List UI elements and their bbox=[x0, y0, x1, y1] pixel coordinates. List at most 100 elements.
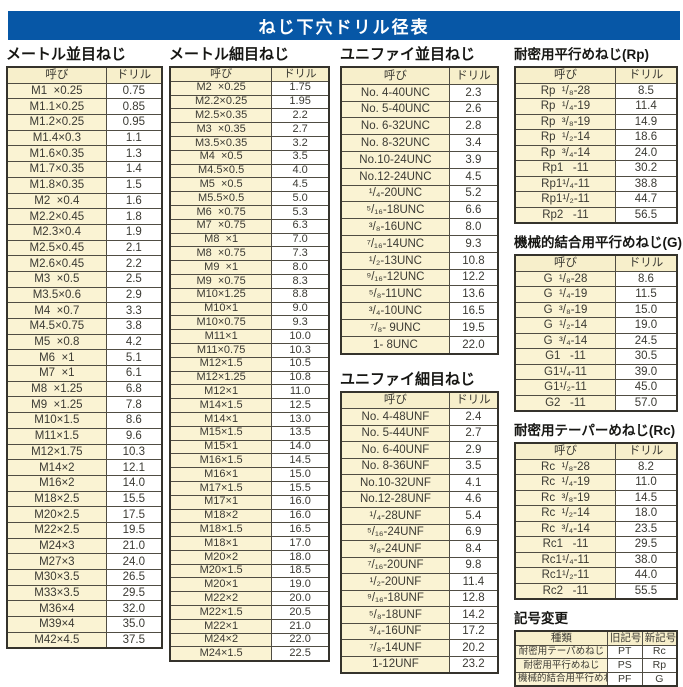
value-cell: 24.0 bbox=[105, 553, 163, 570]
unified-coarse-table: 呼び ドリル No. 4-40UNC 2.3 No. 5-40UNC 2.6 No. 6-3… bbox=[340, 66, 499, 355]
name-cell: Rc ¹/₂-14 bbox=[514, 505, 616, 522]
name-cell: M39×4 bbox=[6, 616, 107, 633]
name-cell: Rc ³/₄-14 bbox=[514, 520, 616, 537]
name-cell: 耐密用テーパめねじ bbox=[514, 644, 608, 660]
table-row: M7 ×1 6.1 bbox=[6, 365, 163, 382]
value-cell: 2.2 bbox=[105, 255, 163, 272]
name-cell: ⁷/₁₆-14UNC bbox=[340, 234, 450, 253]
table-row: M9 ×1.25 7.8 bbox=[6, 396, 163, 414]
name-cell: ¹/₂-13UNC bbox=[340, 251, 450, 270]
name-cell: Rp1¹/₄-11 bbox=[514, 175, 616, 192]
value-cell: 2.9 bbox=[105, 286, 163, 304]
name-cell: M10×1 bbox=[169, 301, 273, 317]
table-row: ⁷/₈- 9UNC 19.5 bbox=[340, 318, 499, 337]
name-cell: M8 ×1.25 bbox=[6, 380, 107, 398]
table-row: M18×2.5 15.5 bbox=[6, 490, 163, 508]
column-header: ドリル bbox=[614, 442, 678, 460]
table-row: ¹/₂-13UNC 10.8 bbox=[340, 251, 499, 270]
table-row: Rc1 -11 29.5 bbox=[514, 536, 678, 553]
value-cell: 6.6 bbox=[448, 201, 499, 220]
name-cell: M27×3 bbox=[6, 553, 107, 570]
table-row: Rc ¹/₈-28 8.2 bbox=[514, 458, 678, 475]
name-cell: Rc ³/₈-19 bbox=[514, 489, 616, 506]
value-cell: 19.0 bbox=[271, 577, 330, 593]
value-cell: G bbox=[641, 671, 678, 687]
table-row: M16×2 14.0 bbox=[6, 474, 163, 492]
table-row: M14×1 13.0 bbox=[169, 411, 330, 427]
table-row: M11×0.75 10.3 bbox=[169, 342, 330, 358]
value-cell: 5.3 bbox=[271, 204, 330, 220]
table-row: M11×1 10.0 bbox=[169, 329, 330, 344]
value-cell: 55.5 bbox=[614, 582, 678, 600]
name-cell: M5 ×0.5 bbox=[169, 177, 273, 193]
table-row: No. 4-48UNF 2.4 bbox=[340, 408, 499, 426]
section-title-symbol-change: 記号変更 bbox=[514, 611, 568, 626]
name-cell: M14×2 bbox=[6, 459, 107, 476]
value-cell: 14.9 bbox=[614, 113, 678, 130]
name-cell: M12×1.5 bbox=[169, 356, 273, 372]
table-row: Rp ¹/₂-14 18.6 bbox=[514, 129, 678, 146]
table-row: ⁵/₁₆-24UNF 6.9 bbox=[340, 523, 499, 542]
value-cell: 14.0 bbox=[271, 439, 330, 455]
table-row: M10×1 9.0 bbox=[169, 301, 330, 317]
value-cell: 24.5 bbox=[614, 332, 678, 349]
name-cell: M2.2×0.45 bbox=[6, 208, 107, 225]
name-cell: No. 6-40UNF bbox=[340, 441, 450, 459]
name-cell: Rp ³/₄-14 bbox=[514, 144, 616, 161]
name-cell: 1-12UNF bbox=[340, 655, 450, 674]
name-cell: M6 ×0.75 bbox=[169, 204, 273, 220]
table-row: M2.5×0.45 2.1 bbox=[6, 239, 163, 257]
name-cell: No. 5-44UNF bbox=[340, 424, 450, 443]
name-cell: M42×4.5 bbox=[6, 631, 107, 649]
header-row: 呼び ドリル bbox=[6, 66, 163, 84]
name-cell: ³/₄-10UNC bbox=[340, 302, 450, 320]
name-cell: M2 ×0.4 bbox=[6, 192, 107, 210]
name-cell: M18×2.5 bbox=[6, 490, 107, 508]
table-row: No.10-32UNF 4.1 bbox=[340, 474, 499, 492]
column-header: 旧記号 bbox=[606, 630, 643, 646]
table-row: M4 ×0.5 3.5 bbox=[169, 149, 330, 165]
table-row: Rc ³/₈-19 14.5 bbox=[514, 489, 678, 506]
name-cell: G1¹/₄-11 bbox=[514, 363, 616, 380]
name-cell: G ¹/₈-28 bbox=[514, 270, 616, 287]
column-header: ドリル bbox=[614, 66, 678, 84]
table-row: M17×1 16.0 bbox=[169, 494, 330, 510]
table-row: No.10-24UNC 3.9 bbox=[340, 150, 499, 169]
value-cell: 10.5 bbox=[271, 356, 330, 372]
table-row: Rp1¹/₂-11 44.7 bbox=[514, 191, 678, 208]
value-cell: 22.0 bbox=[448, 335, 499, 355]
name-cell: M2.5×0.35 bbox=[169, 108, 273, 124]
table-row: M16×1.5 14.5 bbox=[169, 453, 330, 469]
table-row: No. 5-44UNF 2.7 bbox=[340, 424, 499, 443]
table-row: M27×3 24.0 bbox=[6, 553, 163, 570]
table-row: G1¹/₂-11 45.0 bbox=[514, 379, 678, 396]
table-row: ¹/₄-20UNC 5.2 bbox=[340, 184, 499, 203]
table-row: M1.8×0.35 1.5 bbox=[6, 176, 163, 194]
column-unified: ユニファイ並目ねじ 呼び ドリル No. 4-40UNC 2.3 No. 5-40UNC… bbox=[340, 46, 499, 675]
name-cell: M3 ×0.35 bbox=[169, 122, 273, 137]
name-cell: M4.5×0.75 bbox=[6, 318, 107, 335]
table-row: M20×1 19.0 bbox=[169, 577, 330, 593]
table-row: M20×2 18.0 bbox=[169, 549, 330, 565]
value-cell: 15.5 bbox=[105, 490, 163, 508]
name-cell: No. 4-40UNC bbox=[340, 83, 450, 102]
table-row: M8 ×1 7.0 bbox=[169, 232, 330, 248]
symbol-change-table: 種類 旧記号 新記号 耐密用テーパめねじ PT Rc 耐密用平行めねじ PS Rp 機械的結合用平… bbox=[514, 630, 678, 687]
table-row: ⁷/₈-14UNF 20.2 bbox=[340, 639, 499, 657]
table-row: M8 ×0.75 7.3 bbox=[169, 246, 330, 262]
value-cell: PS bbox=[606, 658, 643, 673]
value-cell: 20.5 bbox=[271, 605, 330, 620]
table-row: M9 ×1 8.0 bbox=[169, 260, 330, 275]
name-cell: G ¹/₄-19 bbox=[514, 286, 616, 303]
name-cell: 1- 8UNC bbox=[340, 335, 450, 355]
name-cell: M12×1.25 bbox=[169, 370, 273, 386]
table-row: M1.4×0.3 1.1 bbox=[6, 129, 163, 147]
table-row: M3 ×0.35 2.7 bbox=[169, 122, 330, 137]
table-row: Rp1 -11 30.2 bbox=[514, 160, 678, 177]
value-cell: 19.5 bbox=[105, 521, 163, 539]
table-row: Rp2 -11 56.5 bbox=[514, 206, 678, 224]
value-cell: 10.0 bbox=[271, 329, 330, 344]
table-row: M20×2.5 17.5 bbox=[6, 506, 163, 523]
table-row: M33×3.5 29.5 bbox=[6, 584, 163, 602]
header-row: 呼び ドリル bbox=[514, 254, 678, 272]
